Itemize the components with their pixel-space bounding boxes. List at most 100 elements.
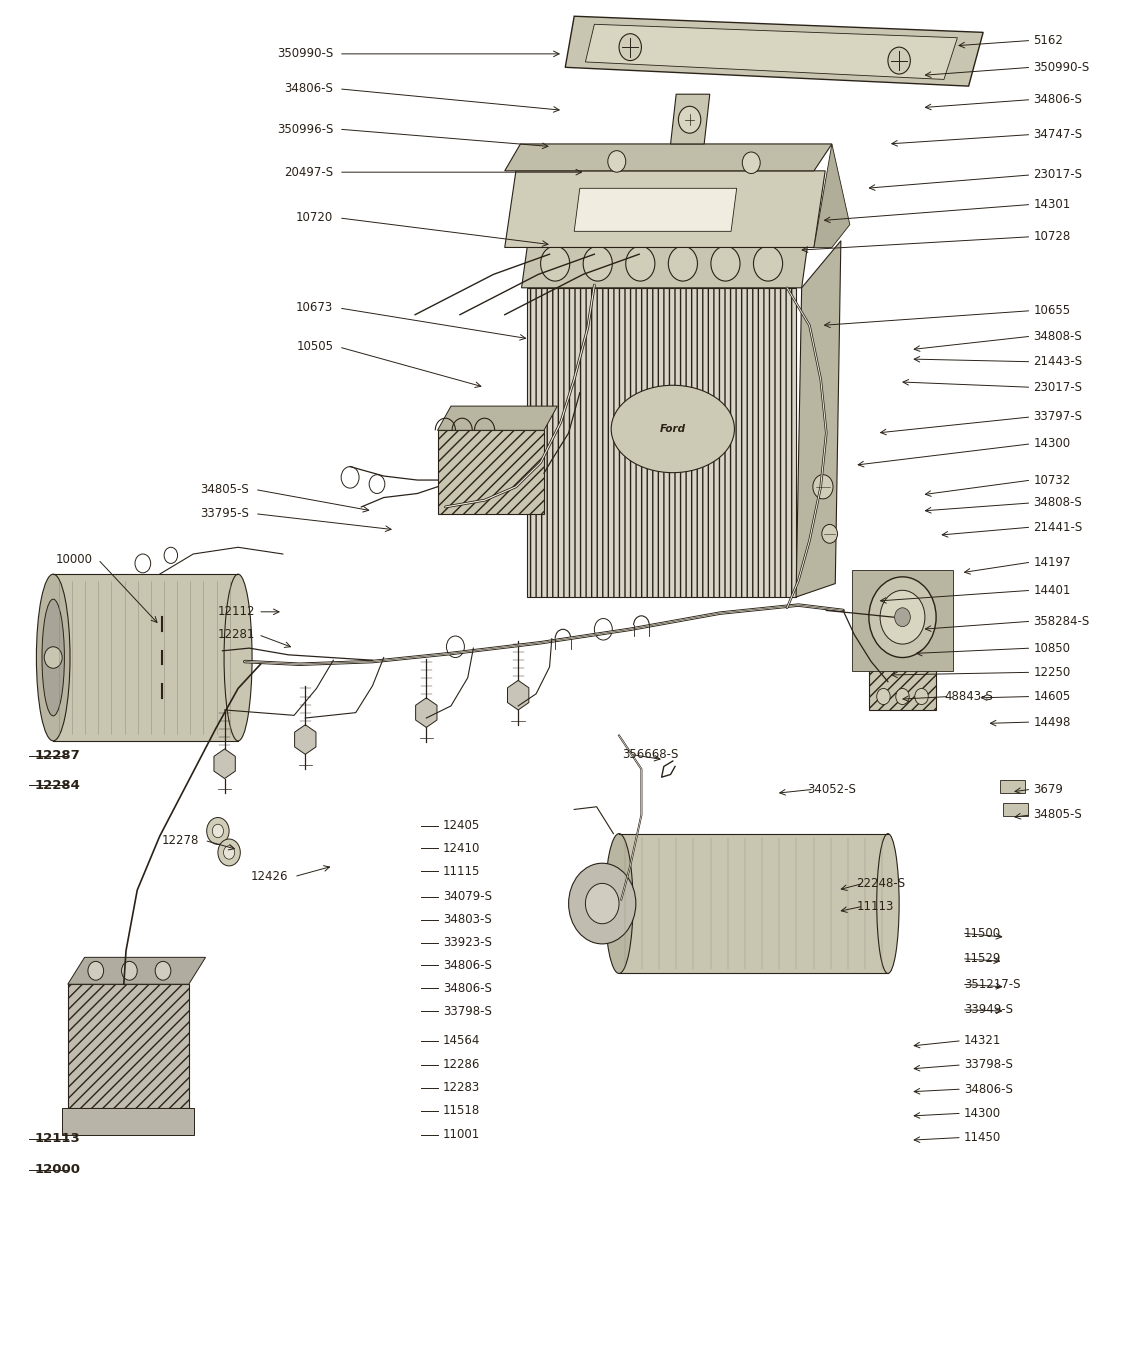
Text: 14301: 14301	[1034, 198, 1071, 211]
Circle shape	[896, 688, 909, 705]
Polygon shape	[53, 574, 238, 741]
Text: 33798-S: 33798-S	[964, 1058, 1013, 1072]
Text: 10720: 10720	[296, 212, 333, 224]
Polygon shape	[796, 240, 841, 597]
Circle shape	[678, 107, 700, 134]
Polygon shape	[438, 406, 557, 431]
Text: 10673: 10673	[296, 301, 333, 315]
Text: 12113: 12113	[34, 1133, 80, 1145]
FancyBboxPatch shape	[527, 288, 796, 597]
FancyBboxPatch shape	[1003, 803, 1028, 817]
Text: 14401: 14401	[1034, 583, 1071, 597]
Text: 12426: 12426	[251, 871, 288, 883]
Circle shape	[869, 576, 936, 657]
Circle shape	[122, 961, 137, 980]
Polygon shape	[521, 247, 807, 288]
Text: 34808-S: 34808-S	[1034, 329, 1082, 343]
Circle shape	[608, 151, 626, 173]
Circle shape	[888, 47, 910, 74]
Text: 33949-S: 33949-S	[964, 1003, 1013, 1017]
Text: 10728: 10728	[1034, 231, 1071, 243]
Text: 5162: 5162	[1034, 34, 1063, 47]
Text: 23017-S: 23017-S	[1034, 381, 1082, 394]
Text: 34806-S: 34806-S	[285, 82, 333, 96]
Text: 14197: 14197	[1034, 556, 1071, 568]
Polygon shape	[814, 144, 850, 247]
Circle shape	[213, 825, 223, 838]
Text: 14605: 14605	[1034, 690, 1071, 703]
Circle shape	[626, 246, 655, 281]
Text: 11450: 11450	[964, 1131, 1001, 1143]
Text: 14498: 14498	[1034, 716, 1071, 729]
Text: 21441-S: 21441-S	[1034, 521, 1083, 533]
Text: 10732: 10732	[1034, 474, 1071, 486]
Text: 14300: 14300	[964, 1107, 1001, 1119]
Ellipse shape	[224, 574, 252, 741]
FancyBboxPatch shape	[1000, 780, 1025, 794]
Circle shape	[742, 153, 760, 174]
Text: 10000: 10000	[55, 554, 92, 566]
Text: 12405: 12405	[444, 819, 481, 832]
FancyBboxPatch shape	[68, 984, 189, 1108]
Text: 34747-S: 34747-S	[1034, 128, 1083, 140]
Text: 356668-S: 356668-S	[623, 748, 679, 761]
Text: 12283: 12283	[444, 1081, 481, 1095]
Text: 12000: 12000	[34, 1164, 80, 1176]
Circle shape	[540, 246, 570, 281]
Circle shape	[155, 961, 171, 980]
Text: 22248-S: 22248-S	[857, 878, 905, 890]
Circle shape	[895, 608, 910, 626]
Circle shape	[569, 863, 636, 944]
Text: 23017-S: 23017-S	[1034, 169, 1082, 181]
Circle shape	[223, 845, 234, 859]
Ellipse shape	[36, 574, 70, 741]
Text: 350990-S: 350990-S	[1034, 61, 1090, 74]
Circle shape	[669, 246, 697, 281]
Text: 14300: 14300	[1034, 437, 1071, 451]
Circle shape	[914, 688, 928, 705]
Polygon shape	[671, 95, 709, 144]
Circle shape	[881, 590, 924, 644]
Polygon shape	[504, 144, 832, 171]
Circle shape	[44, 647, 62, 668]
Text: 48843-S: 48843-S	[944, 690, 993, 703]
Circle shape	[753, 246, 783, 281]
Circle shape	[877, 688, 891, 705]
Circle shape	[908, 633, 919, 647]
Text: 14564: 14564	[444, 1034, 481, 1048]
Text: 10850: 10850	[1034, 641, 1071, 655]
Text: 12284: 12284	[34, 779, 80, 791]
Text: 12286: 12286	[444, 1058, 481, 1072]
Text: 33923-S: 33923-S	[444, 936, 492, 949]
Circle shape	[619, 34, 642, 61]
Text: 11500: 11500	[964, 926, 1001, 940]
Text: 12287: 12287	[34, 749, 80, 763]
Text: 350990-S: 350990-S	[277, 47, 333, 61]
Polygon shape	[574, 188, 736, 231]
Circle shape	[711, 246, 740, 281]
Circle shape	[218, 838, 240, 865]
Polygon shape	[504, 171, 825, 247]
Text: 358284-S: 358284-S	[1034, 614, 1090, 628]
Circle shape	[822, 524, 838, 543]
Text: 12250: 12250	[1034, 666, 1071, 679]
Ellipse shape	[877, 834, 900, 973]
Text: 12281: 12281	[217, 628, 254, 641]
Ellipse shape	[611, 385, 734, 472]
Polygon shape	[619, 834, 888, 973]
Text: 12278: 12278	[161, 834, 199, 846]
Circle shape	[886, 633, 897, 647]
Text: 34803-S: 34803-S	[444, 913, 492, 926]
Circle shape	[813, 475, 833, 500]
Text: 350996-S: 350996-S	[277, 123, 333, 135]
Polygon shape	[565, 16, 983, 86]
Text: 12410: 12410	[444, 842, 481, 855]
Text: 12112: 12112	[217, 605, 254, 618]
Text: 3679: 3679	[1034, 783, 1063, 795]
Polygon shape	[869, 610, 947, 626]
Circle shape	[88, 961, 104, 980]
Polygon shape	[586, 24, 957, 80]
Circle shape	[586, 883, 619, 923]
Circle shape	[207, 818, 229, 844]
Text: 34806-S: 34806-S	[1034, 93, 1082, 107]
